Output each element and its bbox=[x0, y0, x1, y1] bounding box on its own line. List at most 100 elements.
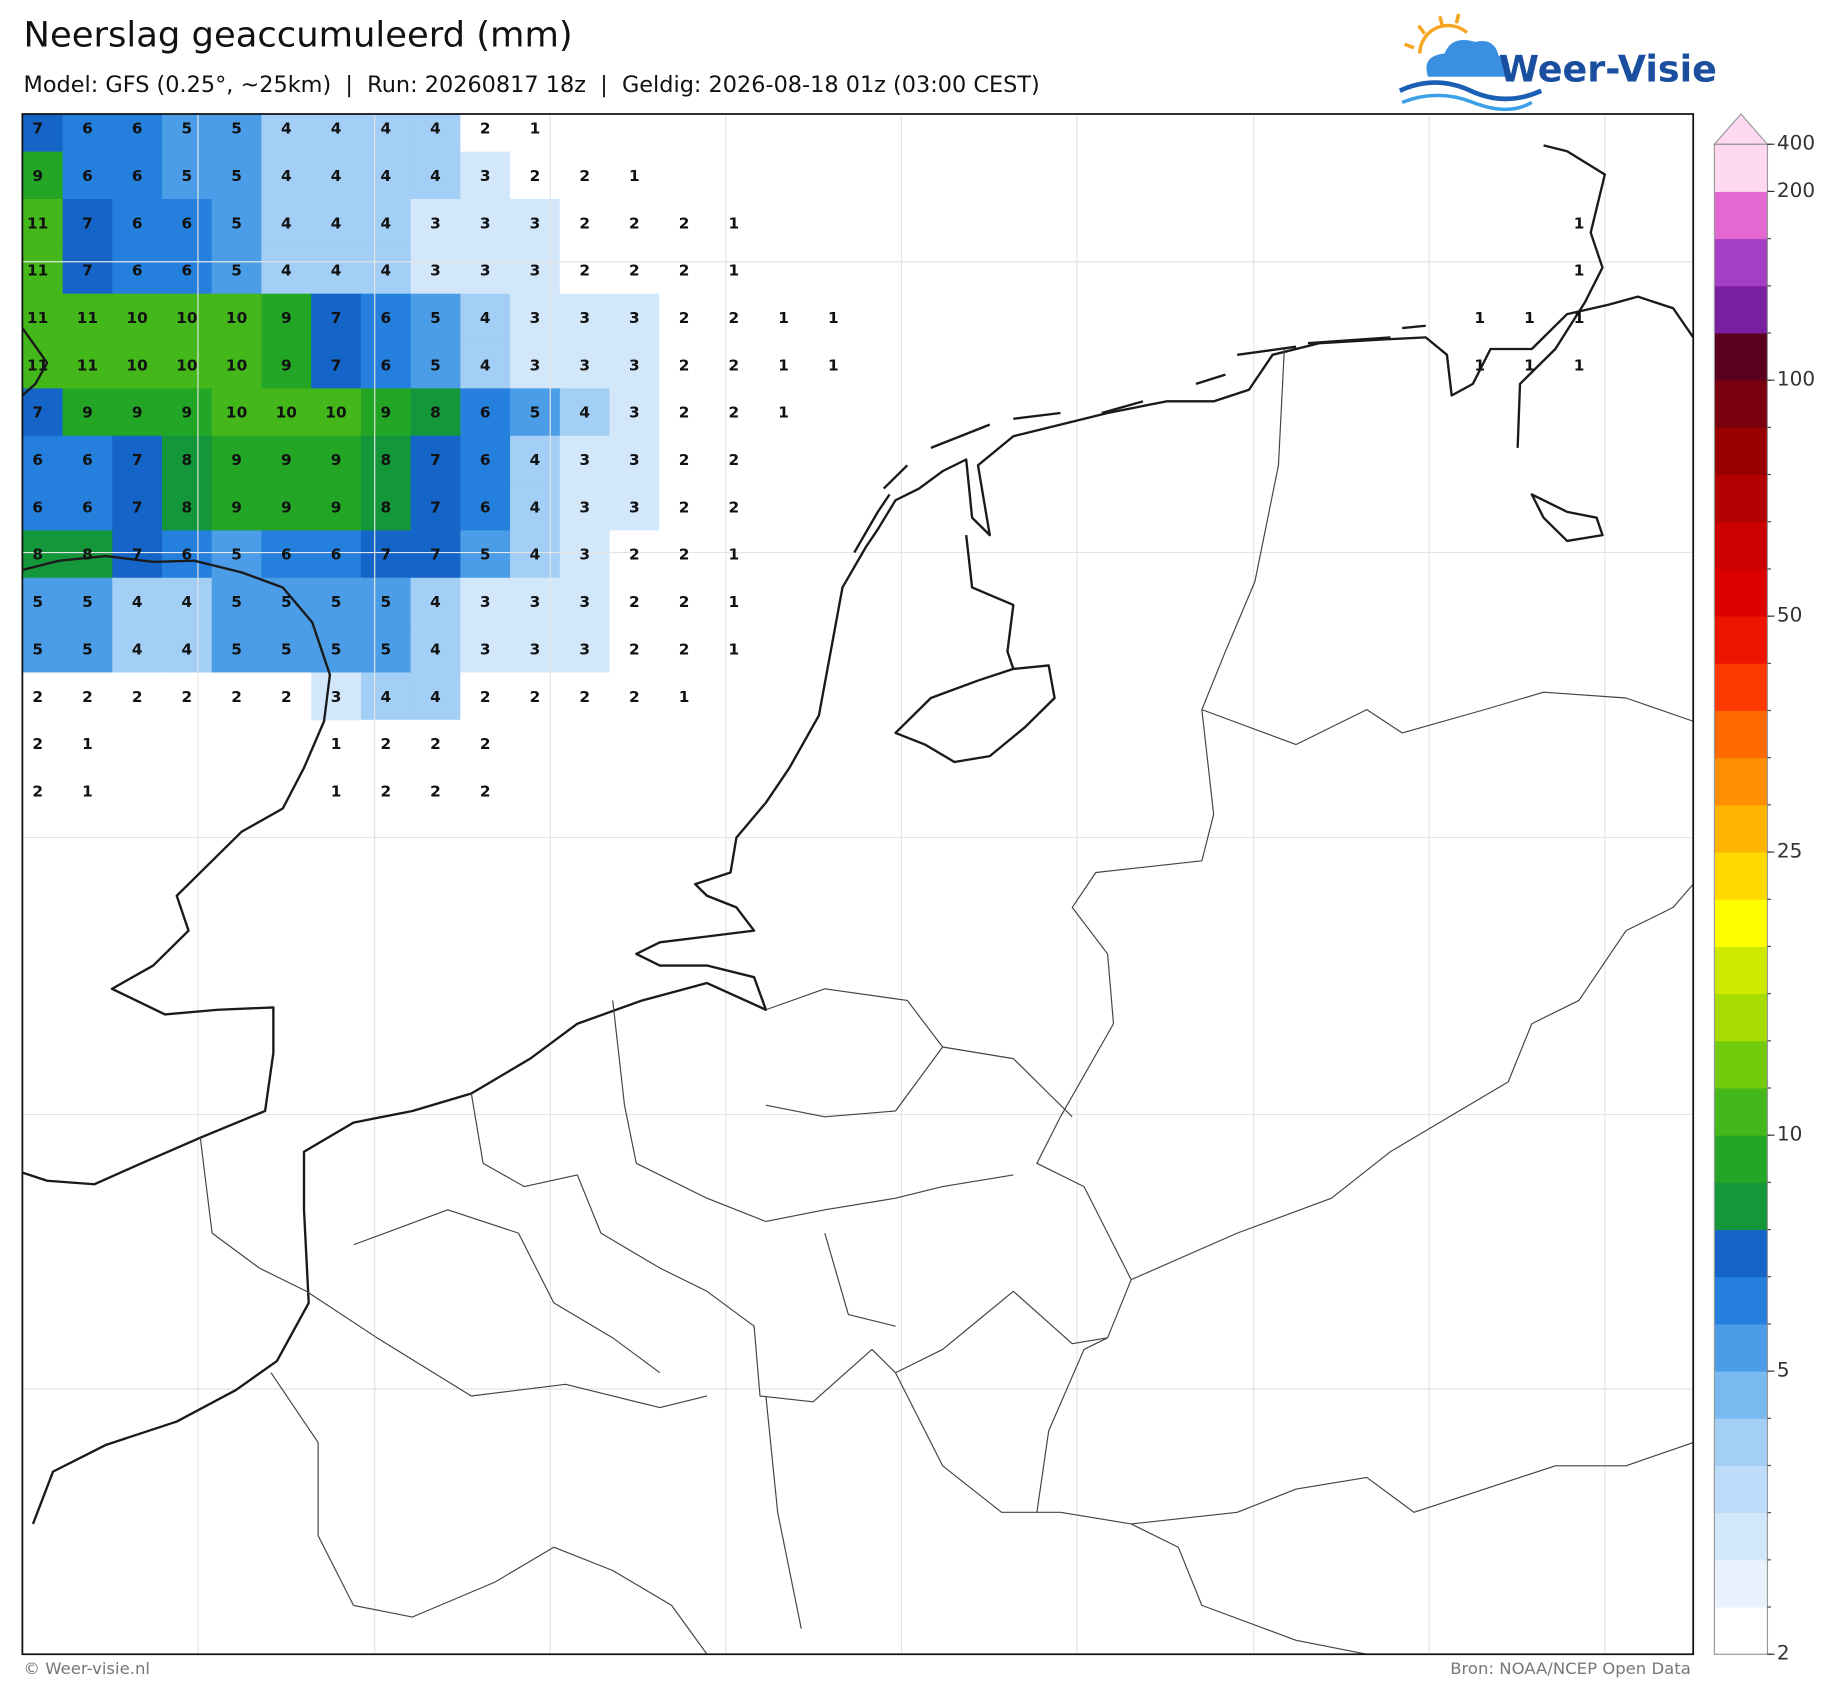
colorbar-tick-label: 400 bbox=[1777, 132, 1815, 155]
colorbar-tick-label: 200 bbox=[1777, 179, 1815, 202]
precip-cell bbox=[112, 483, 163, 531]
colorbar-band bbox=[1714, 1607, 1768, 1655]
precip-label: 2 bbox=[32, 688, 43, 706]
precip-label: 9 bbox=[231, 498, 242, 516]
precip-label: 5 bbox=[281, 593, 292, 611]
precip-label: 8 bbox=[32, 546, 43, 564]
precip-cell bbox=[360, 246, 412, 295]
precip-cell bbox=[360, 577, 412, 626]
precip-cell bbox=[360, 719, 412, 768]
precip-cell bbox=[62, 672, 113, 721]
map-frame bbox=[21, 113, 1695, 1656]
precip-label: 7 bbox=[32, 120, 43, 138]
precip-label: 2 bbox=[679, 404, 690, 422]
precip-label: 1 bbox=[1574, 214, 1585, 232]
precip-cell bbox=[659, 246, 710, 295]
precip-cell bbox=[311, 388, 362, 437]
precip-label: 2 bbox=[679, 262, 690, 280]
precip-label: 1 bbox=[1574, 356, 1585, 374]
precip-cell bbox=[112, 577, 163, 626]
precip-cell bbox=[659, 483, 710, 531]
precip-label: 1 bbox=[1574, 262, 1585, 280]
precip-label: 2 bbox=[729, 356, 740, 374]
precip-cell bbox=[510, 341, 561, 389]
precip-label: 5 bbox=[331, 641, 342, 659]
colorbar-tick-label: 5 bbox=[1777, 1359, 1790, 1382]
colorbar-band bbox=[1714, 521, 1768, 570]
precip-label: 1 bbox=[729, 214, 740, 232]
precip-cell bbox=[62, 483, 113, 531]
precip-label: 4 bbox=[182, 593, 193, 611]
precip-cell bbox=[510, 293, 561, 342]
precip-cell bbox=[62, 198, 113, 247]
precip-label: 1 bbox=[1474, 309, 1485, 327]
precip-cell bbox=[162, 293, 213, 342]
precip-cell bbox=[559, 246, 611, 295]
precip-label: 5 bbox=[430, 309, 441, 327]
precip-cell bbox=[410, 435, 461, 484]
colorbar-extend bbox=[1713, 113, 1769, 145]
precip-cell bbox=[112, 198, 163, 247]
precip-cell bbox=[410, 577, 461, 626]
precip-cell bbox=[360, 388, 412, 437]
precip-cell bbox=[211, 114, 263, 153]
precip-label: 2 bbox=[380, 735, 391, 753]
precip-cell bbox=[510, 625, 561, 674]
precip-label: 6 bbox=[132, 262, 143, 280]
precip-label: 3 bbox=[579, 356, 590, 374]
colorbar-band bbox=[1714, 144, 1768, 192]
precip-label: 1 bbox=[530, 120, 541, 138]
precip-label: 10 bbox=[126, 356, 147, 374]
precip-cell bbox=[62, 388, 113, 437]
precip-label: 4 bbox=[380, 167, 391, 185]
precip-label: 4 bbox=[530, 498, 541, 516]
precip-label: 11 bbox=[27, 214, 48, 232]
precip-label: 6 bbox=[182, 214, 193, 232]
precip-label: 2 bbox=[281, 688, 292, 706]
colorbar-band bbox=[1714, 946, 1768, 995]
title: Neerslag geaccumuleerd (mm) bbox=[24, 15, 573, 56]
precip-label: 2 bbox=[579, 214, 590, 232]
precip-label: 1 bbox=[729, 262, 740, 280]
precip-label: 2 bbox=[182, 688, 193, 706]
precip-cell bbox=[112, 114, 163, 153]
precip-cell bbox=[211, 246, 263, 295]
precip-cell bbox=[261, 388, 312, 437]
precip-label: 2 bbox=[480, 120, 491, 138]
precip-cell bbox=[62, 151, 113, 200]
precip-label: 1 bbox=[629, 167, 640, 185]
precipitation-field bbox=[22, 114, 760, 816]
colorbar-band bbox=[1714, 899, 1768, 947]
logo-text: Weer-Visie bbox=[1499, 48, 1717, 91]
precip-label: 10 bbox=[276, 404, 297, 422]
precip-label: 4 bbox=[132, 641, 143, 659]
precip-cell bbox=[211, 672, 263, 721]
precip-cell bbox=[261, 151, 312, 200]
precip-label: 6 bbox=[380, 356, 391, 374]
precip-cell bbox=[112, 388, 163, 437]
precip-cell bbox=[659, 577, 710, 626]
precip-cell bbox=[609, 625, 660, 674]
precip-label: 1 bbox=[729, 641, 740, 659]
precip-label: 2 bbox=[729, 451, 740, 469]
precip-label: 7 bbox=[430, 498, 441, 516]
precip-label: 6 bbox=[82, 451, 93, 469]
precip-cell bbox=[410, 114, 461, 153]
precip-cell bbox=[410, 483, 461, 531]
precip-cell bbox=[460, 388, 511, 437]
precip-label: 6 bbox=[480, 451, 491, 469]
logo-wave bbox=[1398, 80, 1543, 102]
precip-label: 7 bbox=[380, 546, 391, 564]
precip-label: 4 bbox=[430, 120, 441, 138]
precip-label: 6 bbox=[182, 262, 193, 280]
precip-label: 2 bbox=[679, 451, 690, 469]
precip-label: 5 bbox=[182, 167, 193, 185]
precip-label: 3 bbox=[629, 309, 640, 327]
precip-label: 1 bbox=[82, 735, 93, 753]
precip-label: 2 bbox=[629, 214, 640, 232]
precip-label: 8 bbox=[380, 451, 391, 469]
colorbar-band bbox=[1714, 238, 1768, 287]
precip-label: 1 bbox=[1524, 309, 1535, 327]
colorbar-band bbox=[1714, 427, 1768, 476]
